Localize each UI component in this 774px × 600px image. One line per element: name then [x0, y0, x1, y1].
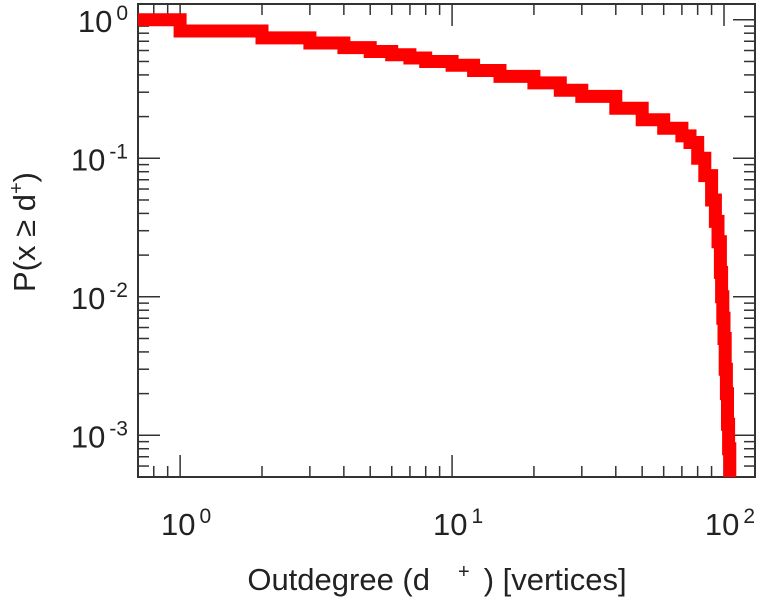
data-series-line — [138, 13, 737, 477]
y-tick-label: 10 0 — [78, 2, 128, 39]
x-axis-label: Outdegree (d +) [vertices] — [247, 561, 626, 597]
y-tick-label: 10 -2 — [71, 279, 128, 316]
y-tick-label: 10 -1 — [71, 140, 128, 177]
major-ticks — [138, 4, 755, 477]
y-tick-label: 10 -3 — [71, 417, 128, 454]
minor-ticks — [137, 4, 755, 478]
plot-frame — [137, 3, 756, 478]
x-tick-label: 10 1 — [433, 505, 483, 542]
x-tick-label: 10 0 — [161, 505, 211, 542]
tick-labels: 10 0 10 1 10 2 10 0 10 -1 10 -2 10 -3 — [71, 2, 755, 542]
y-axis-label: P(x ≥ d+) — [6, 172, 42, 292]
x-tick-label: 10 2 — [705, 505, 755, 542]
